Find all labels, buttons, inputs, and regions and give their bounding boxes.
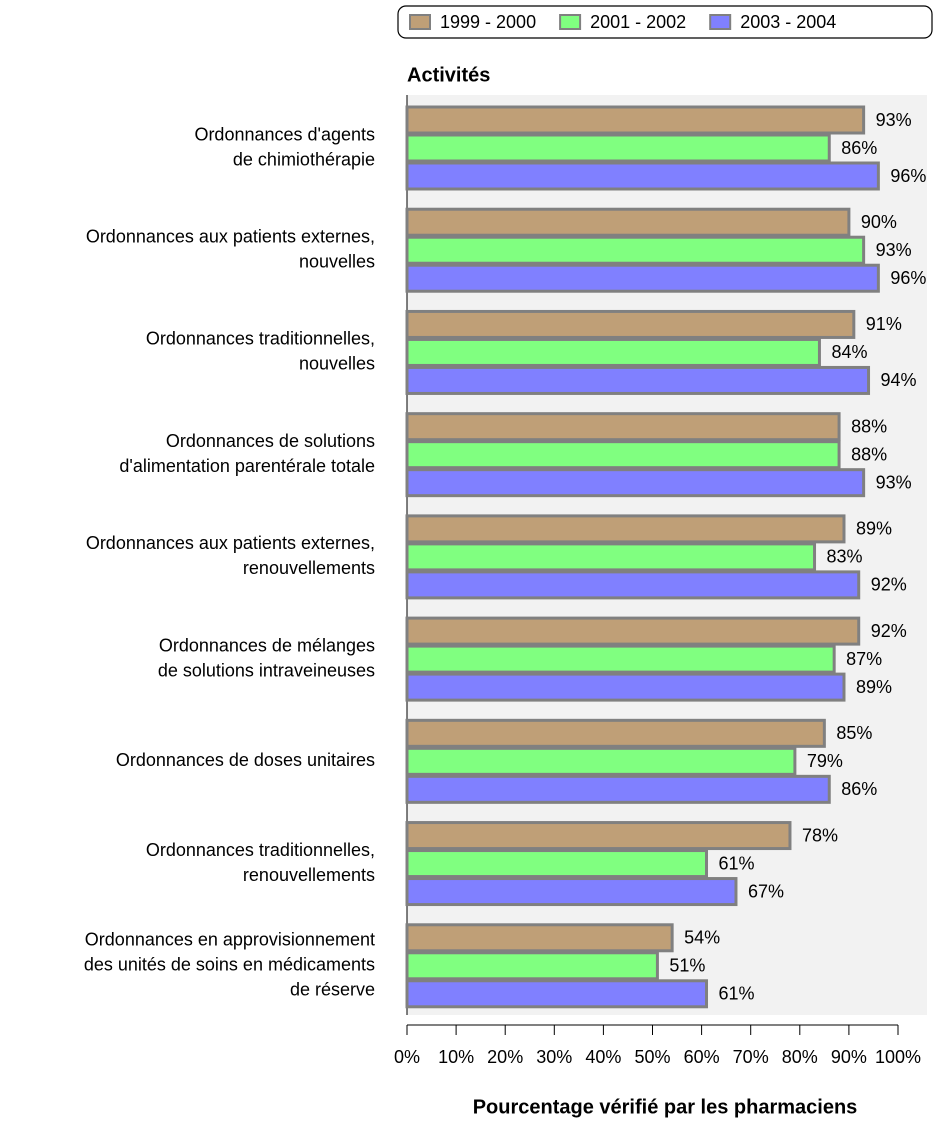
- category-label: de chimiothérapie: [233, 149, 375, 169]
- x-tick-label: 10%: [438, 1047, 474, 1067]
- bar: [405, 337, 821, 367]
- x-tick-label: 50%: [634, 1047, 670, 1067]
- bar: [405, 570, 861, 600]
- value-label: 94%: [881, 370, 917, 390]
- bar: [405, 821, 792, 851]
- category-label: Ordonnances aux patients externes,: [86, 533, 375, 553]
- category-label: d'alimentation parentérale totale: [119, 456, 375, 476]
- category-label: nouvelles: [299, 354, 375, 374]
- bar: [405, 133, 831, 163]
- value-label: 93%: [876, 472, 912, 492]
- category-label: nouvelles: [299, 251, 375, 271]
- bar: [405, 644, 836, 674]
- value-label: 89%: [856, 519, 892, 539]
- bar: [405, 718, 826, 748]
- category-label: Ordonnances en approvisionnement: [85, 930, 375, 950]
- category-label: Ordonnances de mélanges: [159, 635, 375, 655]
- value-label: 88%: [851, 444, 887, 464]
- bar: [405, 440, 841, 470]
- value-label: 83%: [827, 547, 863, 567]
- category-label: Ordonnances de doses unitaires: [116, 750, 375, 770]
- bar: [405, 849, 709, 879]
- chart-title: Activités: [407, 64, 490, 86]
- bar: [405, 951, 659, 981]
- bar: [405, 309, 856, 339]
- category-label: Ordonnances traditionnelles,: [146, 840, 375, 860]
- value-label: 96%: [890, 268, 926, 288]
- value-label: 86%: [841, 779, 877, 799]
- bar: [405, 774, 831, 804]
- x-tick-label: 40%: [585, 1047, 621, 1067]
- value-label: 89%: [856, 677, 892, 697]
- category-label: renouvellements: [243, 865, 375, 885]
- category-label: Ordonnances d'agents: [194, 124, 375, 144]
- value-label: 61%: [719, 853, 755, 873]
- x-tick-label: 30%: [536, 1047, 572, 1067]
- x-tick-label: 80%: [782, 1047, 818, 1067]
- bar: [405, 877, 738, 907]
- value-label: 84%: [831, 342, 867, 362]
- x-tick-label: 20%: [487, 1047, 523, 1067]
- legend-swatch: [559, 14, 582, 30]
- x-tick-label: 100%: [875, 1047, 921, 1067]
- bar: [405, 616, 861, 646]
- value-label: 87%: [846, 649, 882, 669]
- category-label: Ordonnances traditionnelles,: [146, 329, 375, 349]
- bar: [405, 235, 866, 265]
- category-label: Ordonnances aux patients externes,: [86, 226, 375, 246]
- value-label: 78%: [802, 825, 838, 845]
- bar: [405, 105, 866, 135]
- value-label: 93%: [876, 110, 912, 130]
- value-label: 86%: [841, 138, 877, 158]
- legend-label: 2001 - 2002: [590, 12, 686, 32]
- category-label: de réserve: [290, 980, 375, 1000]
- legend-swatch: [409, 14, 431, 30]
- bar: [405, 207, 851, 237]
- value-label: 96%: [890, 166, 926, 186]
- x-tick-label: 60%: [684, 1047, 720, 1067]
- value-label: 91%: [866, 314, 902, 334]
- bar: [405, 979, 709, 1009]
- value-label: 92%: [871, 621, 907, 641]
- value-label: 85%: [836, 723, 872, 743]
- bar: [405, 468, 866, 498]
- x-axis-label: Pourcentage vérifié par les pharmaciens: [473, 1096, 858, 1118]
- category-label: renouvellements: [243, 558, 375, 578]
- value-label: 92%: [871, 575, 907, 595]
- bar: [405, 672, 846, 702]
- value-label: 67%: [748, 881, 784, 901]
- bar: [405, 542, 817, 572]
- bar: [405, 412, 841, 442]
- category-label: des unités de soins en médicaments: [84, 955, 375, 975]
- value-label: 79%: [807, 751, 843, 771]
- bar: [405, 263, 880, 293]
- x-tick-label: 90%: [831, 1047, 867, 1067]
- legend-label: 1999 - 2000: [440, 12, 536, 32]
- value-label: 51%: [669, 956, 705, 976]
- x-tick-label: 0%: [394, 1047, 420, 1067]
- value-label: 93%: [876, 240, 912, 260]
- bar: [405, 746, 797, 776]
- bar: [405, 923, 674, 953]
- legend-swatch: [709, 14, 732, 30]
- bar: [405, 514, 846, 544]
- value-label: 61%: [719, 984, 755, 1004]
- value-label: 88%: [851, 416, 887, 436]
- category-label: de solutions intraveineuses: [158, 660, 375, 680]
- x-tick-label: 70%: [733, 1047, 769, 1067]
- legend-label: 2003 - 2004: [740, 12, 836, 32]
- bar: [405, 161, 880, 191]
- value-label: 90%: [861, 212, 897, 232]
- bar: [405, 365, 871, 395]
- value-label: 54%: [684, 928, 720, 948]
- legend-box: [397, 5, 933, 39]
- category-label: Ordonnances de solutions: [166, 431, 375, 451]
